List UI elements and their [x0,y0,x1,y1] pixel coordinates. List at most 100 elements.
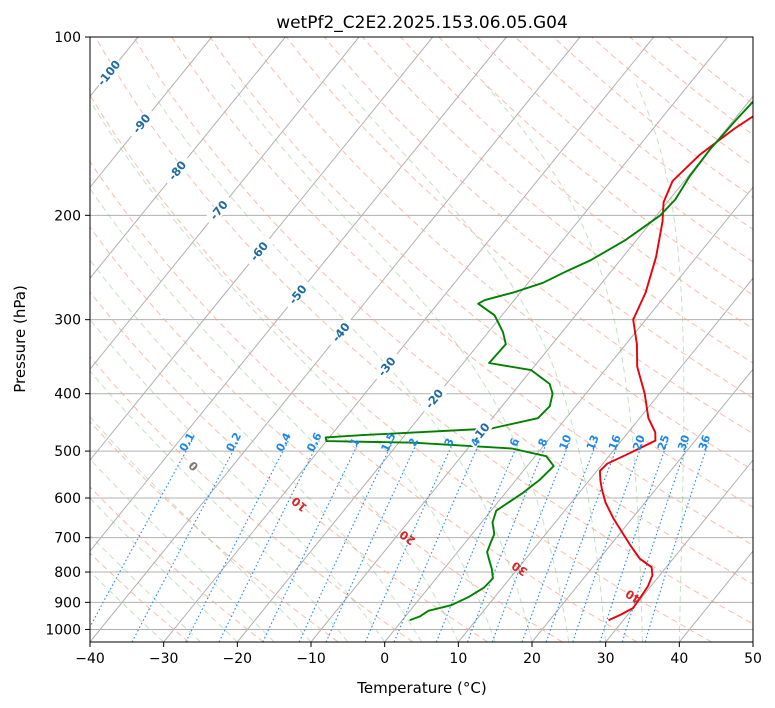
mixing-ratio-label: 10 [557,433,575,452]
y-tick-label: 400 [54,387,81,403]
mixing-ratio-line [298,440,394,642]
mixing-ratio-line [262,440,361,642]
mixing-ratio-line [364,440,455,642]
y-tick-label: 600 [54,491,81,507]
x-tick-label: 20 [523,651,541,667]
dry-adiabat-line [90,94,712,642]
isotherm-line [605,459,753,642]
x-tick-label: −30 [149,651,179,667]
mixing-ratio-line [621,440,689,642]
y-axis-label: Pressure (hPa) [11,285,29,393]
isotherm-line [531,368,753,642]
x-tick-label: 50 [744,651,762,667]
mixing-ratio-line [185,440,289,642]
moist-adiabat-line [90,187,459,642]
x-tick-label: 30 [597,651,615,667]
mixing-ratio-label: 36 [696,433,713,452]
dry-adiabat-line [95,37,753,625]
y-tick-label: 200 [54,208,81,224]
mixing-ratio-line [466,440,549,642]
moist-adiabat-line [90,99,496,642]
isotherm-label-bg [162,154,192,187]
isotherm-label-bg [244,235,274,268]
mixing-ratio-label: 13 [584,433,602,452]
isotherm-label-bg [372,350,402,383]
mixing-ratio-label: 25 [655,433,672,452]
isotherm-line [90,37,213,189]
isotherm-line [90,37,286,280]
mixing-ratio-label: 20 [630,433,648,452]
dry-adiabat-line [553,37,753,198]
y-tick-label: 800 [54,565,81,581]
y-tick-label: 700 [54,531,81,547]
moist-adiabat-line [341,83,607,642]
plot-frame [89,36,754,643]
dry-adiabat-line [362,37,753,364]
isotherm-line [457,277,753,642]
dry-adiabat-line [591,37,753,167]
mixing-ratio-line [325,440,419,642]
isotherm-line [236,37,728,642]
dry-adiabat-line [209,37,753,508]
temperature-profile [598,115,753,622]
isotherm-line [163,37,655,642]
mixing-ratio-label: 30 [675,433,692,452]
y-tick-label: 300 [54,313,81,329]
isotherm-line [384,186,753,642]
moist-adiabat-line [90,259,422,642]
dry-adiabat-line [90,226,563,642]
moist-adiabat-line [90,497,238,642]
sounding-profiles [324,100,753,622]
isotherm-line [90,37,360,370]
isotherm-label-bg [94,56,124,90]
x-axis-label: Temperature (°C) [356,679,486,697]
y-tick-label: 500 [54,444,81,460]
y-tick-label: 100 [54,30,81,46]
dry-adiabat-line [171,37,753,546]
moist-adiabat-line [90,458,275,642]
mixing-ratio-line [644,440,710,642]
isotherm-label-bg [419,382,450,415]
x-tick-label: −20 [223,651,253,667]
y-tick-label: 900 [54,595,81,611]
isotherm-label-bg [204,193,234,227]
isotherm-label-bg [326,315,356,349]
isotherm-line [90,37,507,552]
dewpoint-profile [324,100,753,622]
x-tick-label: −40 [75,651,105,667]
dry-adiabat-line [90,291,488,642]
moist-adiabat-line [90,416,312,642]
moist-adiabat-line [230,83,570,642]
background-lines [90,37,753,642]
dry-adiabat-line [90,160,638,642]
mixing-ratio-label: 16 [606,433,624,452]
dry-adiabat-line [247,37,753,471]
moist-adiabat-line [145,83,533,642]
isotherm-label-bg [126,107,157,140]
dry-adiabat-line [400,37,753,330]
isotherm-line [90,37,434,461]
x-tick-label: 10 [449,651,467,667]
moist-adiabat-line [90,534,201,642]
y-tick-label: 1000 [45,622,81,638]
mixing-ratio-line [393,440,481,642]
moist-adiabat-line [90,370,349,642]
moist-adiabat-line [90,570,165,642]
isotherm-label-bg [283,278,313,311]
dry-adiabat-line [514,37,753,230]
chart-title: wetPf2_C2E2.2025.153.06.05.G04 [276,13,568,33]
x-tick-label: 0 [380,651,389,667]
mixing-ratio-line [435,440,520,642]
moist-adiabat-line [635,83,685,642]
axes: −40 −30 −20 −10 0 10 20 30 40 50 100 200 300 400 500 60… [45,30,762,667]
dry-adiabat-line [285,37,753,435]
moist-adiabat-line [484,83,643,642]
mixing-ratio-line [599,440,669,642]
mixing-ratio-line [218,440,320,642]
x-tick-label: −10 [296,651,326,667]
x-tick-label: 40 [670,651,688,667]
dry-adiabat-line [90,486,264,642]
moist-adiabat-line [90,318,386,642]
